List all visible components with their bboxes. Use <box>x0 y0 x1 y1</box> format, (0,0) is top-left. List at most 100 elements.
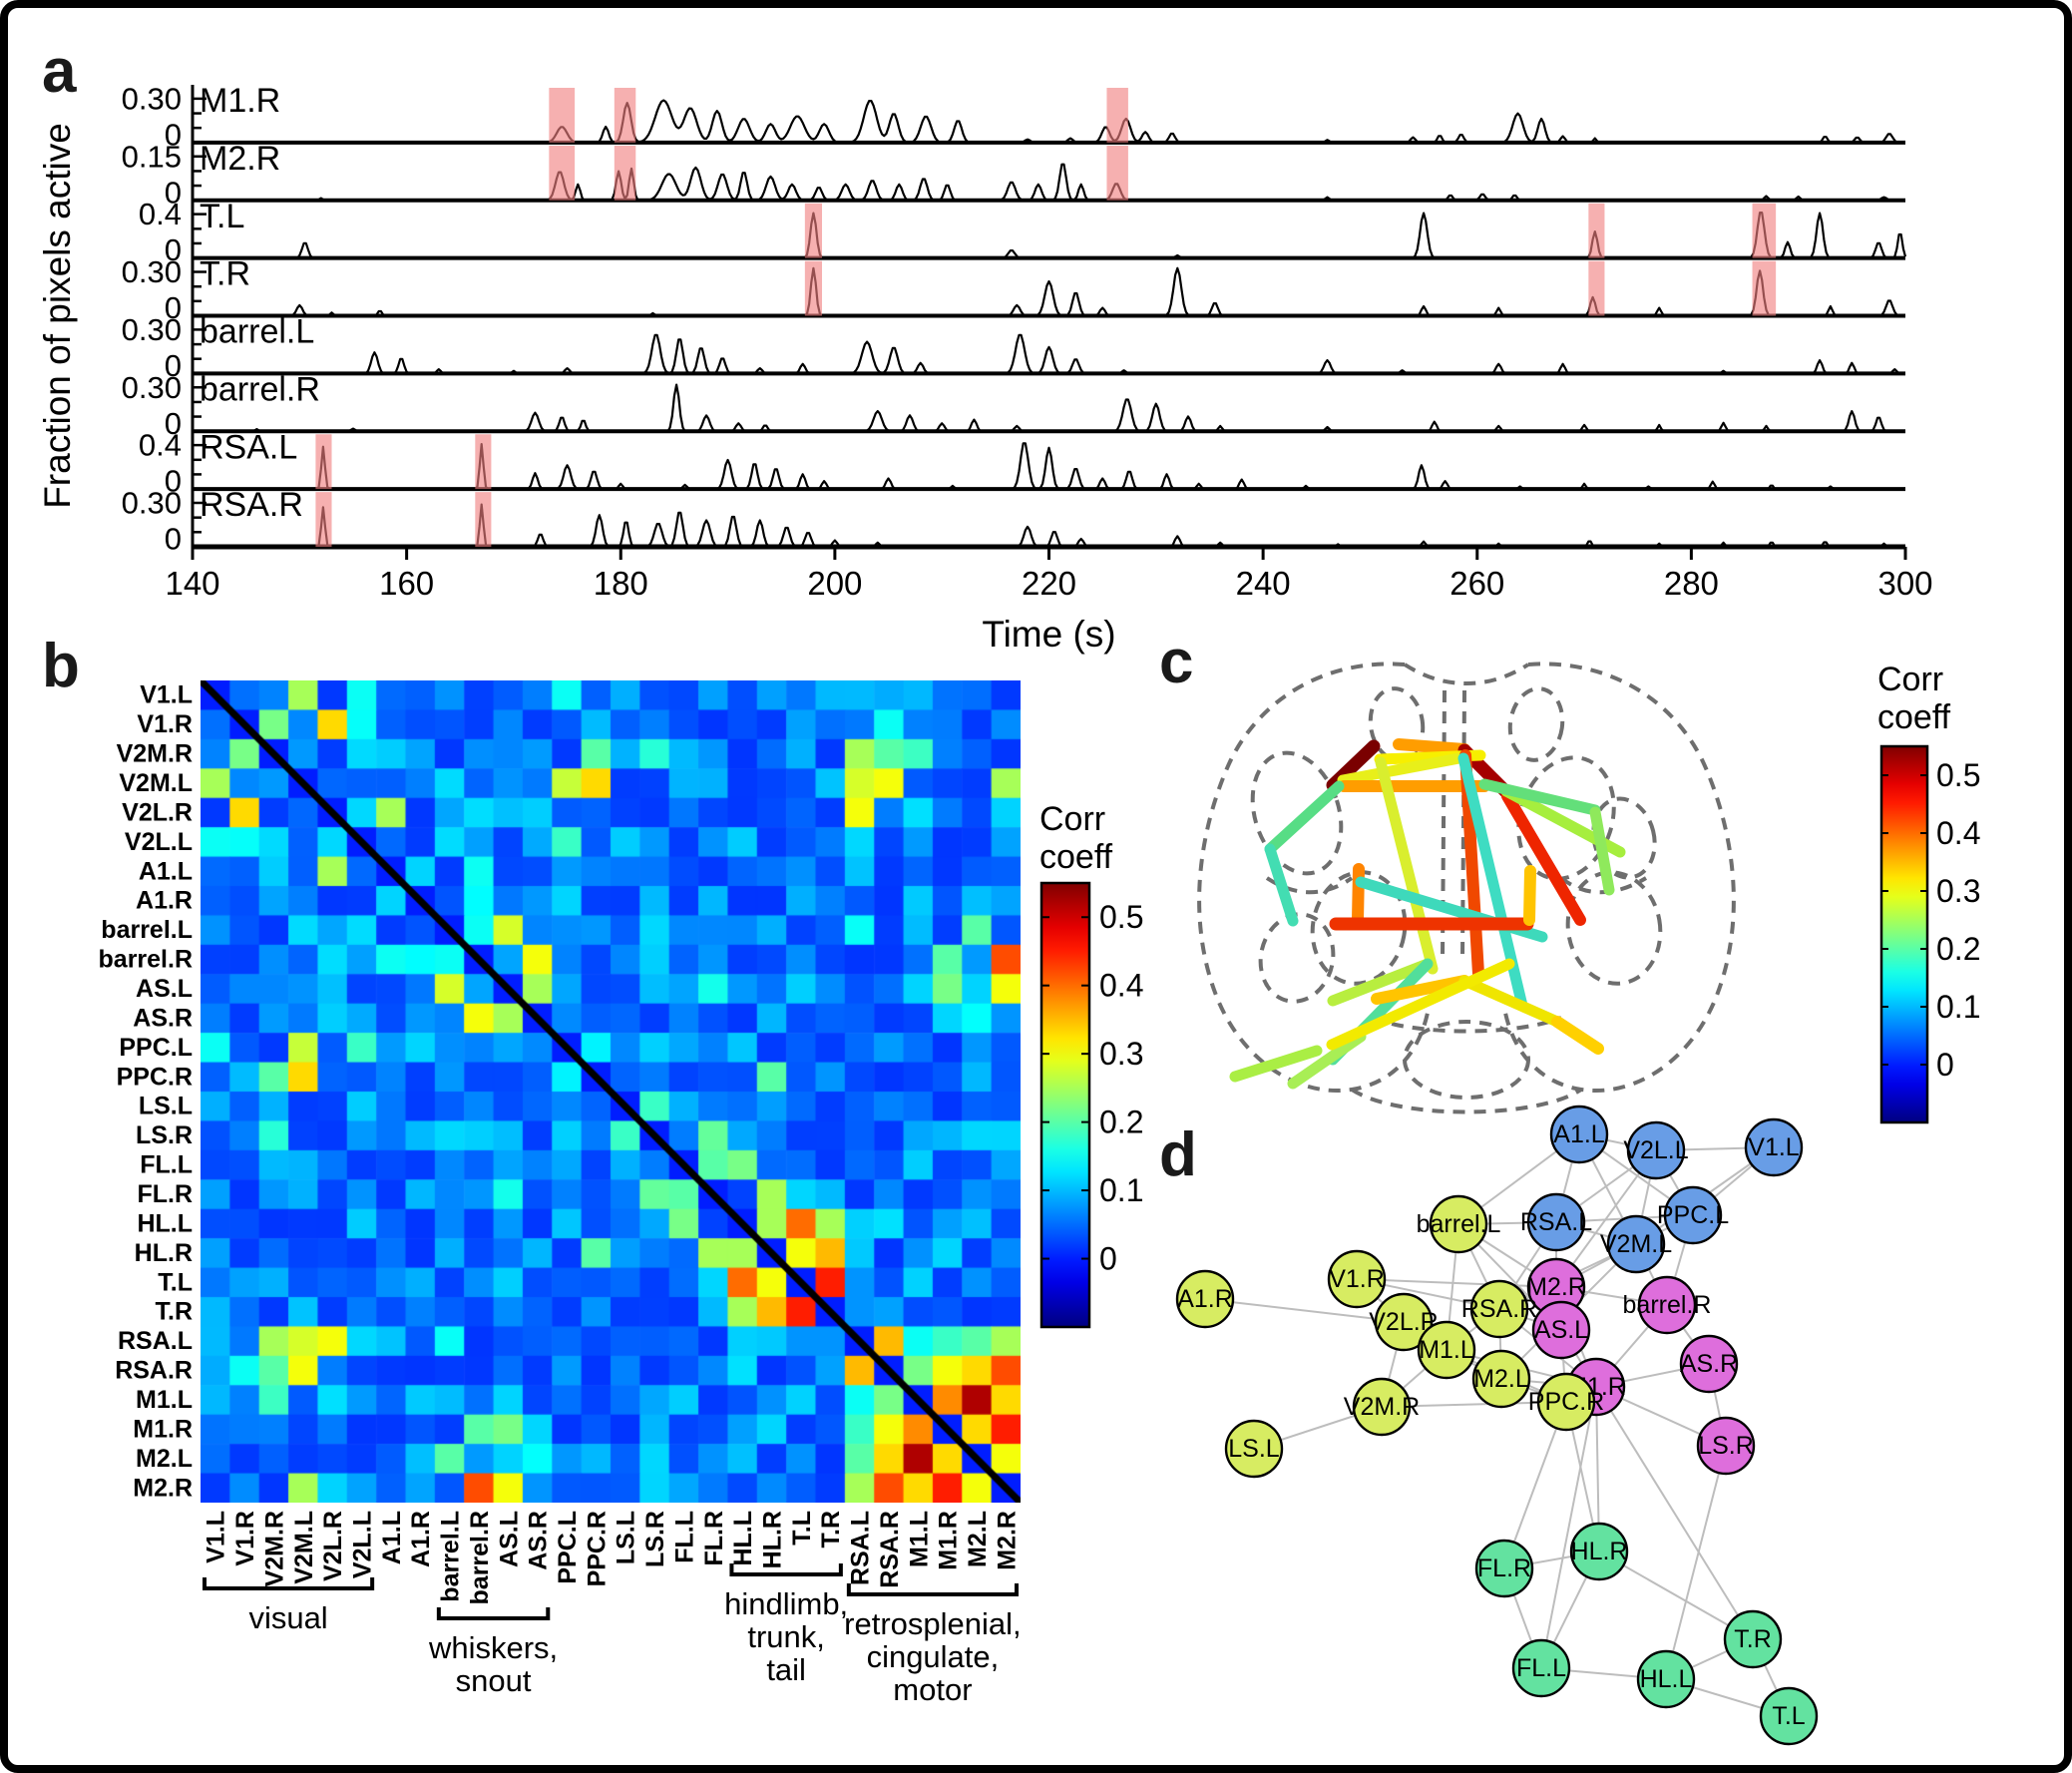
panel-a-timeseries: Fraction of pixels active0.300M1.R0.150M… <box>37 81 1933 655</box>
correlation-segment <box>1501 790 1586 926</box>
matrix-row-label: PPC.L <box>119 1034 193 1062</box>
highlight-window <box>804 203 822 258</box>
trace-name-label: barrel.L <box>200 313 314 351</box>
group-label: trunk, <box>747 1619 825 1654</box>
trace-path-barrel.R <box>191 383 1905 433</box>
panel-b-labels-and-colorbar: V1.LV1.LV1.RV1.RV2M.RV2M.RV2M.LV2M.LV2L.… <box>99 681 1144 1707</box>
matrix-row-label: barrel.L <box>101 916 193 944</box>
network-node-label: V2M.L <box>1600 1230 1672 1258</box>
correlation-segment <box>1393 738 1470 755</box>
matrix-row-label: barrel.R <box>99 946 193 974</box>
network-node-label: PPC.R <box>1528 1388 1604 1416</box>
y-zero-label: 0 <box>165 290 182 325</box>
brain-region-outline <box>1565 870 1663 986</box>
network-node-circle <box>1511 1638 1571 1698</box>
network-node-circle <box>1175 1269 1235 1329</box>
network-node-circle <box>1626 1120 1686 1180</box>
trace-name-label: RSA.R <box>200 486 303 524</box>
matrix-row-label: FL.R <box>137 1180 193 1208</box>
matrix-col-label: V2M.L <box>290 1511 318 1584</box>
y-zero-label: 0 <box>165 406 182 441</box>
x-tick-label: 140 <box>165 565 219 602</box>
network-node-circle <box>1471 1349 1531 1409</box>
y-tick-label: 0.30 <box>122 312 182 347</box>
correlation-segment <box>1264 780 1345 855</box>
trace-path-RSA.L <box>191 442 1905 491</box>
network-node-label: T.L <box>1772 1702 1805 1730</box>
matrix-col-label: V2L.R <box>319 1511 347 1581</box>
network-node-label: PPC.L <box>1657 1201 1729 1229</box>
brain-outline-path <box>1371 1016 1562 1034</box>
network-node-label: FL.R <box>1477 1554 1531 1582</box>
network-node-circle <box>1327 1249 1387 1309</box>
colorbar-tick-label: 0.5 <box>1099 899 1143 935</box>
matrix-row-label: M2.R <box>133 1474 193 1502</box>
matrix-col-label: M1.R <box>935 1511 963 1570</box>
panel-label-d: d <box>1159 1120 1197 1189</box>
y-tick-label: 0.30 <box>122 254 182 289</box>
network-node-HL.L: HL.L <box>1636 1649 1696 1709</box>
network-node-label: V1.R <box>1329 1265 1385 1293</box>
network-node-circle <box>1637 1275 1697 1335</box>
y-tick-label: 0.30 <box>122 81 182 116</box>
colorbar-c <box>1879 744 1929 1124</box>
matrix-col-label: T.R <box>817 1511 845 1549</box>
network-node-circle <box>1536 1372 1596 1432</box>
matrix-row-label: RSA.L <box>118 1327 193 1355</box>
matrix-col-label: V1.L <box>203 1511 230 1563</box>
network-edge <box>1595 1386 1754 1640</box>
highlight-window <box>1106 145 1128 201</box>
highlight-window <box>1588 203 1605 258</box>
network-node-label: RSA.L <box>1520 1208 1592 1236</box>
y-tick-label: 0.30 <box>122 486 182 521</box>
network-node-LS.R: LS.R <box>1696 1416 1756 1476</box>
brain-outline-path <box>1403 663 1530 686</box>
matrix-col-label: HL.R <box>758 1511 786 1568</box>
matrix-row-label: M1.L <box>136 1386 193 1414</box>
network-node-circle <box>1374 1292 1434 1352</box>
matrix-row-label: RSA.R <box>115 1357 193 1385</box>
y-zero-label: 0 <box>165 522 182 557</box>
network-node-circle <box>1429 1194 1488 1254</box>
trace-path-barrel.L <box>191 333 1905 375</box>
y-zero-label: 0 <box>165 348 182 383</box>
group-label: retrosplenial, <box>844 1606 1021 1641</box>
x-tick-label: 180 <box>594 565 648 602</box>
network-node-barrel.R: barrel.R <box>1623 1275 1712 1335</box>
network-node-M2.L: M2.L <box>1471 1349 1531 1409</box>
network-node-PPC.R: PPC.R <box>1528 1372 1604 1432</box>
matrix-col-label: A1.L <box>378 1511 406 1564</box>
network-node-V1.L: V1.L <box>1744 1117 1804 1177</box>
network-node-label: barrel.L <box>1417 1210 1501 1238</box>
matrix-col-label: FL.L <box>670 1511 698 1563</box>
highlight-window <box>614 88 636 143</box>
network-node-M1.L: M1.L <box>1417 1320 1476 1380</box>
network-node-FL.L: FL.L <box>1511 1638 1571 1698</box>
colorbar-tick-label: 0.2 <box>1936 931 1980 967</box>
network-node-label: RSA.R <box>1461 1295 1537 1323</box>
group-bracket <box>436 1607 551 1620</box>
network-node-label: barrel.R <box>1623 1291 1712 1319</box>
y-tick-label: 0.4 <box>139 197 182 231</box>
x-tick-label: 160 <box>379 565 434 602</box>
brain-region-outline <box>1591 796 1657 880</box>
network-node-label: M1.L <box>1419 1336 1474 1364</box>
trace-name-label: T.R <box>200 255 250 293</box>
network-node-circle <box>1759 1686 1819 1746</box>
trace-name-label: barrel.R <box>200 370 320 408</box>
x-tick-label: 220 <box>1022 565 1076 602</box>
correlation-segment <box>1458 975 1563 1028</box>
matrix-col-label: PPC.R <box>583 1511 611 1586</box>
correlation-segment <box>1327 958 1434 1007</box>
group-label: cingulate, <box>867 1639 1000 1674</box>
highlight-window <box>1752 203 1777 258</box>
network-node-A1.L: A1.L <box>1549 1105 1609 1164</box>
network-node-A1.R: A1.R <box>1175 1269 1235 1329</box>
highlight-window <box>1106 88 1128 143</box>
matrix-row-label: HL.R <box>135 1239 193 1267</box>
y-tick-label: 0.30 <box>122 370 182 405</box>
colorbar-tick-label: 0.3 <box>1936 873 1980 909</box>
panel-label-a: a <box>42 37 77 106</box>
group-label: visual <box>248 1600 327 1635</box>
